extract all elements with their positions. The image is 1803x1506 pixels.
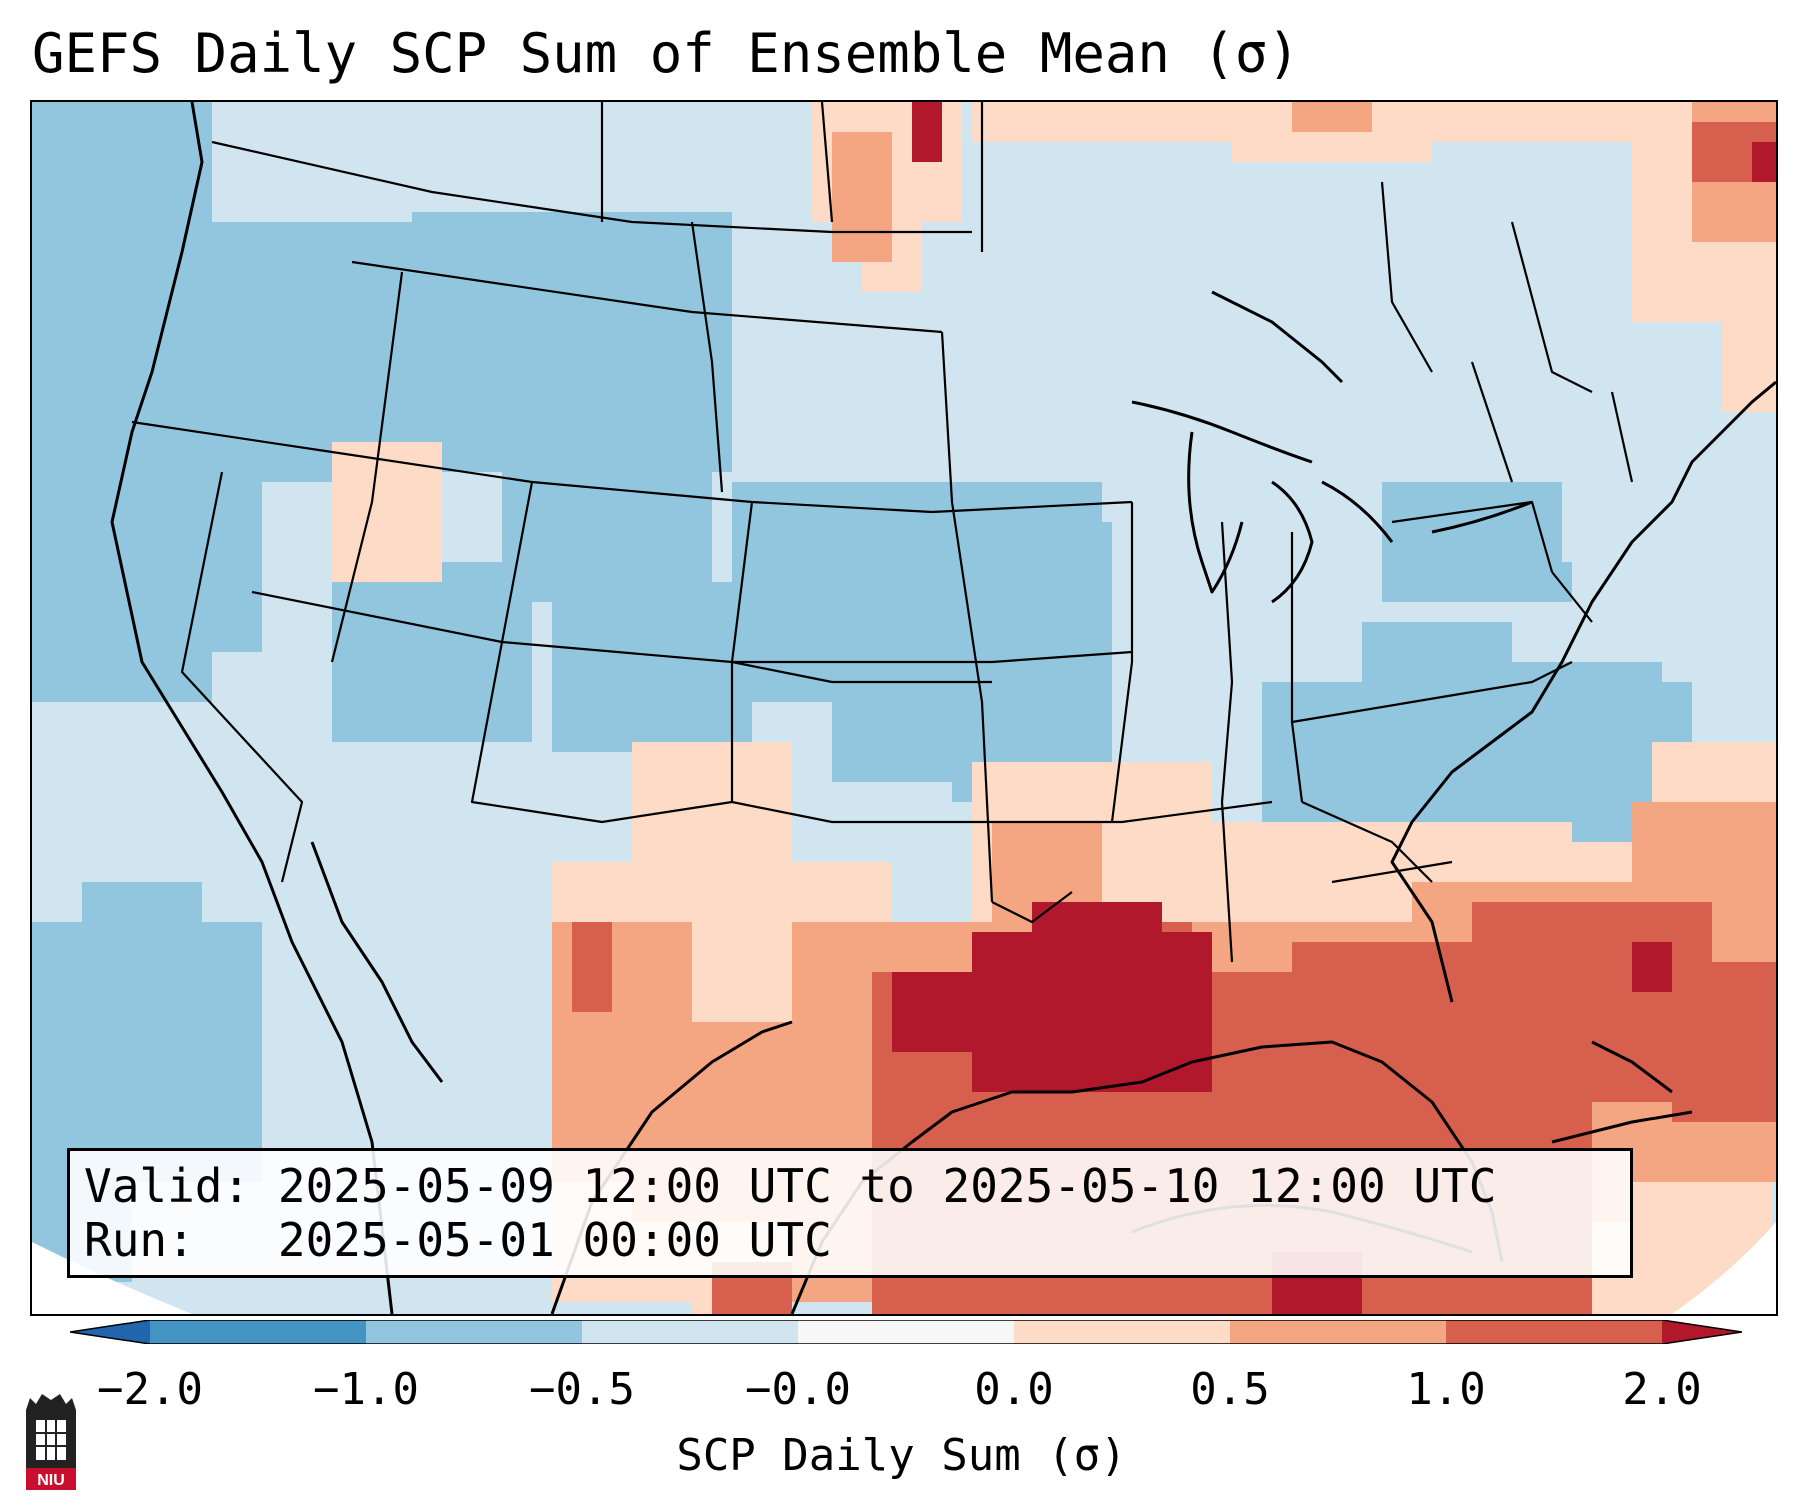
niu-castle-icon — [26, 1394, 76, 1468]
map-title: GEFS Daily SCP Sum of Ensemble Mean (σ) — [32, 22, 1300, 85]
scp-anomaly-map — [32, 102, 1776, 1314]
colorbar-tick-label: −1.0 — [313, 1364, 419, 1415]
run-line: Run: 2025-05-01 00:00 UTC — [84, 1213, 1616, 1267]
colorbar-tick-label: 0.0 — [974, 1364, 1054, 1415]
niu-logo-banner — [26, 1468, 76, 1490]
colorbar-bin — [1230, 1320, 1447, 1344]
colorbar-bins — [150, 1320, 1663, 1344]
map-panel — [30, 100, 1778, 1316]
run-label: Run: — [84, 1213, 195, 1267]
niu-logo-text: NIU — [37, 1472, 65, 1489]
positive-extreme-patches — [892, 102, 1776, 1314]
colorbar-tick-label: 0.5 — [1190, 1364, 1270, 1415]
run-time: 2025-05-01 00:00 UTC — [277, 1213, 832, 1267]
colorbar-bin — [582, 1320, 799, 1344]
colorbar-tick-label: 2.0 — [1622, 1364, 1702, 1415]
colorbar-bin — [798, 1320, 1015, 1344]
projection-edge-left — [32, 1242, 192, 1314]
colorbar-tick-label: −0.0 — [745, 1364, 851, 1415]
colorbar-bin — [150, 1320, 367, 1344]
projection-edge-right — [1672, 1222, 1776, 1314]
valid-run-info-box: Valid: 2025-05-09 12:00 UTC to 2025-05-1… — [67, 1148, 1633, 1278]
colorbar-under-extension — [70, 1320, 150, 1344]
colorbar-tick-label: −2.0 — [97, 1364, 203, 1415]
valid-line: Valid: 2025-05-09 12:00 UTC to 2025-05-1… — [84, 1159, 1616, 1213]
valid-time-range: 2025-05-09 12:00 UTC to 2025-05-10 12:00… — [277, 1159, 1497, 1213]
colorbar-tick-label: −0.5 — [529, 1364, 635, 1415]
colorbar-over-extension — [1662, 1320, 1742, 1344]
colorbar-bin — [1014, 1320, 1231, 1344]
colorbar-bin — [1446, 1320, 1663, 1344]
colorbar-label: SCP Daily Sum (σ) — [676, 1430, 1127, 1481]
colorbar-tick-label: 1.0 — [1406, 1364, 1486, 1415]
valid-label: Valid: — [84, 1159, 251, 1213]
colorbar — [70, 1320, 1742, 1344]
niu-logo: NIU — [26, 1394, 76, 1490]
colorbar-bin — [366, 1320, 583, 1344]
state-borders — [131, 102, 1634, 963]
